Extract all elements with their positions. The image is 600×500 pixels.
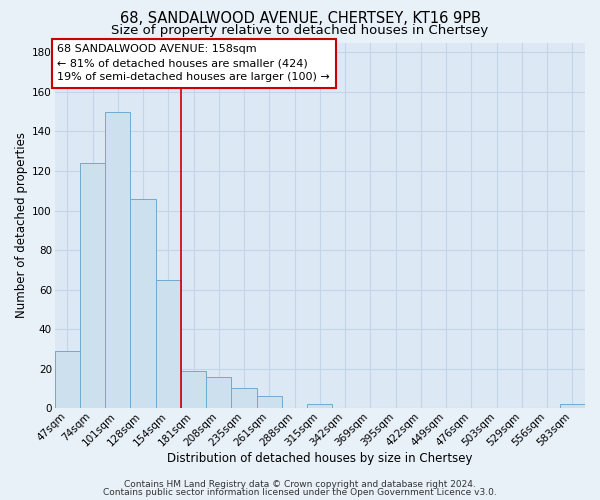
- Bar: [206, 376, 232, 408]
- Bar: [232, 388, 257, 408]
- Bar: [560, 404, 585, 408]
- Bar: [80, 163, 105, 408]
- Bar: [257, 396, 282, 408]
- Bar: [156, 280, 181, 408]
- Text: Size of property relative to detached houses in Chertsey: Size of property relative to detached ho…: [112, 24, 488, 37]
- Bar: [181, 370, 206, 408]
- Text: Contains HM Land Registry data © Crown copyright and database right 2024.: Contains HM Land Registry data © Crown c…: [124, 480, 476, 489]
- Text: 68, SANDALWOOD AVENUE, CHERTSEY, KT16 9PB: 68, SANDALWOOD AVENUE, CHERTSEY, KT16 9P…: [119, 11, 481, 26]
- Y-axis label: Number of detached properties: Number of detached properties: [15, 132, 28, 318]
- Bar: [105, 112, 130, 408]
- Text: 68 SANDALWOOD AVENUE: 158sqm
← 81% of detached houses are smaller (424)
19% of s: 68 SANDALWOOD AVENUE: 158sqm ← 81% of de…: [58, 44, 330, 82]
- Bar: [130, 198, 156, 408]
- Bar: [55, 351, 80, 408]
- X-axis label: Distribution of detached houses by size in Chertsey: Distribution of detached houses by size …: [167, 452, 473, 465]
- Bar: [307, 404, 332, 408]
- Text: Contains public sector information licensed under the Open Government Licence v3: Contains public sector information licen…: [103, 488, 497, 497]
